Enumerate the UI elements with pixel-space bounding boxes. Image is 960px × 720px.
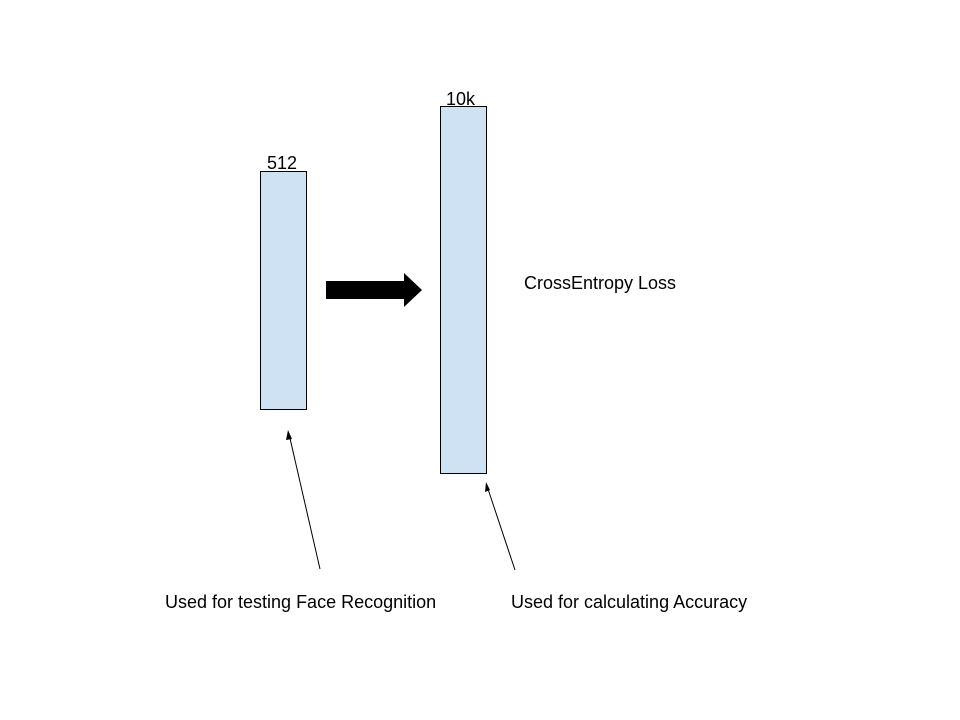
embedding-caption: Used for testing Face Recognition: [165, 592, 437, 612]
right-arrow-icon: [326, 273, 422, 307]
embedding-dimension-label: 512: [267, 153, 298, 173]
classifier-dimension-label: 10k: [446, 89, 476, 109]
thin-arrow-icon: [286, 430, 321, 570]
loss-label: CrossEntropy Loss: [524, 273, 677, 293]
thin-arrow-icon: [485, 482, 516, 571]
embedding-layer-block: [260, 171, 307, 410]
classifier-layer-block: [440, 106, 487, 474]
classifier-caption: Used for calculating Accuracy: [511, 592, 748, 612]
